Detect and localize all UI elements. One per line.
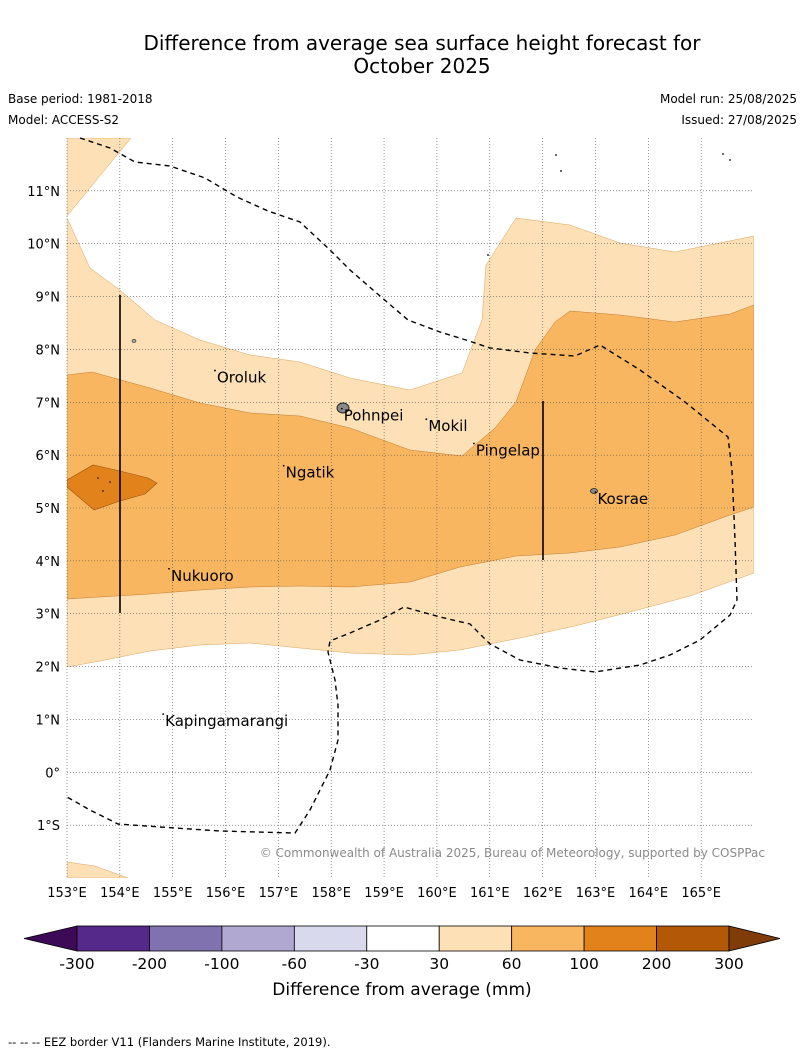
place-marker [594,491,597,494]
lon-tick-label: 161°E [470,886,510,901]
place-marker [214,369,216,372]
place-label: Oroluk [217,369,266,387]
map-axes: 153°E 154°E 155°E 156°E 157°E 158°E 159°E 160°E… [27,185,721,901]
colorbar-label: Difference from average (mm) [272,980,531,1000]
colorbar-tick-label: 30 [429,955,449,973]
lon-tick-label: 154°E [100,886,140,901]
atoll-marker [487,254,489,256]
lon-tick-label: 159°E [364,886,404,901]
atoll-marker [729,159,731,161]
anomaly-band-30-60 [67,138,132,217]
lat-tick-label: 1°S [37,819,60,834]
place-marker [162,713,165,716]
place-label: Kapingamarangi [165,712,288,730]
colorbar-swatch [438,925,513,952]
atoll-marker [102,490,104,492]
pohnpei-island [336,402,350,414]
lat-tick-label: 11°N [27,185,60,200]
map-title-line-1: Difference from average sea surface heig… [143,31,701,55]
lat-tick-label: 5°N [36,502,61,517]
atoll-marker [109,481,111,483]
lat-tick-label: 3°N [36,608,61,623]
colorbar-swatch [149,925,223,952]
model-run-date: Model run: 25/08/2025 [659,92,797,106]
atoll-marker [97,477,99,479]
place-marker [168,567,170,570]
atoll-marker [555,154,557,156]
place-label: Mokil [428,417,467,435]
lon-tick-label: 156°E [206,886,246,901]
colorbar-swatch [511,925,585,952]
colorbar-swatch [76,925,150,952]
lon-tick-label: 160°E [417,886,457,901]
anomaly-band-60-100 [67,304,754,600]
kosrae-island [590,488,598,494]
lon-tick-label: 155°E [153,886,193,901]
colorbar: -300 -200 -100 -60 -30 30 60 100 200 300 [23,925,781,973]
colorbar-tick-label: 200 [642,955,672,973]
copyright-notice: © Commonwealth of Australia 2025, Bureau… [260,846,765,860]
lon-tick-label: 164°E [629,886,669,901]
lon-tick-label: 163°E [576,886,616,901]
lat-tick-label: 8°N [36,343,61,358]
place-label: Kosrae [597,490,648,508]
lon-tick-label: 158°E [311,886,351,901]
base-period: Base period: 1981-2018 [8,92,153,106]
colorbar-tick-label: -30 [354,955,379,973]
place-labels: Oroluk Pohnpei Mokil Pingelap Ngatik Kosrae Nu… [162,369,648,730]
atoll-marker [722,153,724,155]
colorbar-extend-low [23,925,78,952]
lat-tick-label: 0° [45,766,60,781]
island-shapes [97,153,731,494]
lat-tick-label: 4°N [36,555,61,570]
colorbar-tick-label: 100 [569,955,599,973]
colorbar-tick-label: -300 [59,955,94,973]
place-marker [282,464,285,467]
place-marker [340,407,343,410]
issued-date: Issued: 27/08/2025 [681,113,797,127]
colorbar-swatch [366,925,440,952]
lon-tick-label: 165°E [681,886,721,901]
eez-border [66,137,738,834]
lat-tick-label: 10°N [27,238,60,253]
colorbar-extend-high [728,925,781,952]
lat-tick-label: 6°N [36,449,61,464]
colorbar-swatch [293,925,368,952]
lat-tick-label: 9°N [36,291,61,306]
colorbar-tick-label: 60 [502,955,522,973]
colorbar-tick-label: 300 [714,955,744,973]
map-title-line-2: October 2025 [353,54,491,78]
map-title: Difference from average sea surface heig… [0,32,804,78]
colorbar-swatch [656,925,730,952]
anomaly-band-30-60-south [67,861,129,878]
transect-lines [119,295,544,613]
place-label: Pohnpei [344,407,404,425]
lon-tick-label: 162°E [523,886,563,901]
place-label: Ngatik [286,464,335,482]
colorbar-swatch [221,925,295,952]
atoll-marker [131,339,137,343]
lon-tick-label: 157°E [259,886,299,901]
lon-tick-label: 153°E [47,886,87,901]
eez-legend-note: -- -- -- EEZ border V11 (Flanders Marine… [8,1035,331,1049]
colorbar-tick-label: -60 [282,955,307,973]
place-label: Pingelap [476,442,540,460]
place-label: Nukuoro [171,567,234,585]
colorbar-swatch [583,925,657,952]
model-name: Model: ACCESS-S2 [8,113,120,127]
place-marker [473,442,475,445]
anomaly-band-100-200 [67,464,158,511]
colorbar-tick-label: -200 [132,955,167,973]
lat-tick-label: 2°N [36,661,61,676]
lat-tick-label: 1°N [36,713,61,728]
map-field [67,138,754,878]
colorbar-tick-label: -100 [204,955,239,973]
atoll-marker [560,170,562,172]
place-marker [425,418,428,421]
lat-tick-label: 7°N [36,396,61,411]
